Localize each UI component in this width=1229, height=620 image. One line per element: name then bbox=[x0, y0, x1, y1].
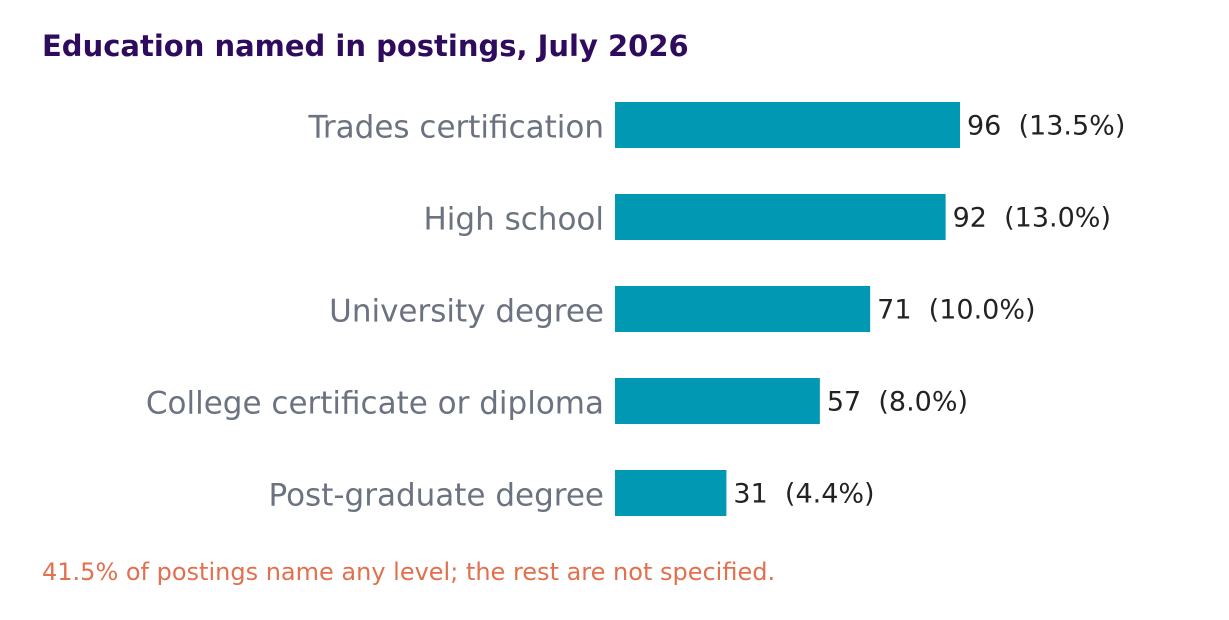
bar bbox=[615, 194, 946, 240]
value-label: 31 (4.4%) bbox=[733, 479, 874, 510]
category-label: Trades certification bbox=[308, 110, 604, 146]
chart-title: Education named in postings, July 2026 bbox=[42, 29, 689, 63]
value-label: 96 (13.5%) bbox=[967, 111, 1125, 142]
bar bbox=[615, 378, 820, 424]
footnote: 41.5% of postings name any level; the re… bbox=[42, 558, 775, 586]
value-label: 57 (8.0%) bbox=[827, 387, 968, 418]
bar bbox=[615, 102, 960, 148]
category-label: University degree bbox=[329, 294, 604, 330]
value-label: 92 (13.0%) bbox=[953, 203, 1111, 234]
category-label: College certificate or diploma bbox=[146, 386, 604, 422]
bar bbox=[615, 470, 727, 516]
category-label: High school bbox=[424, 202, 605, 238]
category-label: Post-graduate degree bbox=[268, 478, 604, 514]
bar bbox=[615, 286, 871, 332]
value-label: 71 (10.0%) bbox=[877, 295, 1035, 326]
